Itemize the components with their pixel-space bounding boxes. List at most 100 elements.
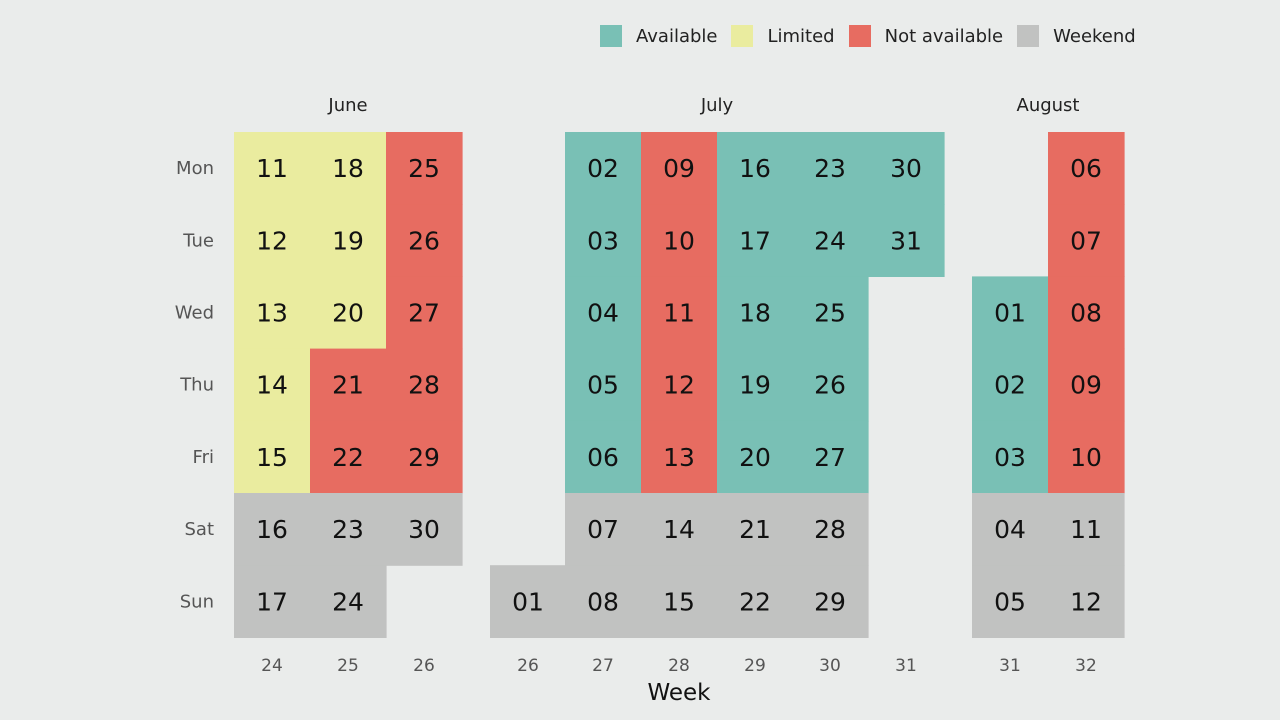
day-label-sun: Sun <box>180 591 214 612</box>
day-cell-label-july-09: 09 <box>663 154 695 183</box>
day-cell-july-03 <box>565 204 642 277</box>
day-cell-june-18 <box>310 132 387 205</box>
day-cell-june-21 <box>310 348 387 422</box>
day-cell-label-june-17: 17 <box>256 587 288 616</box>
day-cell-label-july-04: 04 <box>587 299 619 328</box>
day-cell-july-06 <box>565 420 642 494</box>
week-label: 29 <box>744 656 766 676</box>
day-cell-label-june-14: 14 <box>256 371 288 400</box>
day-cell-label-august-11: 11 <box>1070 515 1102 544</box>
week-label: 31 <box>895 656 917 676</box>
day-cell-label-june-18: 18 <box>332 154 364 183</box>
legend-label-limited: Limited <box>767 25 835 47</box>
day-cell-label-june-16: 16 <box>256 515 288 544</box>
day-cell-label-july-11: 11 <box>663 299 695 328</box>
day-cell-june-29 <box>386 420 463 494</box>
day-cell-june-25 <box>386 132 463 205</box>
day-cell-label-august-06: 06 <box>1070 154 1102 183</box>
legend-item-available: Available <box>600 25 717 47</box>
legend-item-weekend: Weekend <box>1017 25 1136 47</box>
day-cell-label-june-24: 24 <box>332 587 364 616</box>
day-cell-label-june-12: 12 <box>256 226 288 255</box>
day-cell-label-june-21: 21 <box>332 371 364 400</box>
day-cell-august-08 <box>1048 276 1125 350</box>
day-label-sat: Sat <box>184 519 214 540</box>
day-cell-july-27 <box>792 420 869 494</box>
day-cell-june-17 <box>234 565 311 638</box>
day-cell-august-12 <box>1048 565 1125 638</box>
day-cell-label-july-08: 08 <box>587 587 619 616</box>
month-labels: June July August <box>327 95 1079 116</box>
day-label-tue: Tue <box>182 230 214 251</box>
day-cell-label-july-02: 02 <box>587 154 619 183</box>
day-cell-july-10 <box>641 204 718 277</box>
day-cell-june-22 <box>310 420 387 494</box>
day-cell-label-july-28: 28 <box>814 515 846 544</box>
day-cell-label-august-12: 12 <box>1070 587 1102 616</box>
day-cell-july-08 <box>565 565 642 638</box>
day-cell-july-16 <box>717 132 794 205</box>
day-cell-label-june-13: 13 <box>256 299 288 328</box>
day-cell-label-july-12: 12 <box>663 371 695 400</box>
legend-swatch-limited <box>731 25 754 47</box>
day-cell-label-july-01: 01 <box>512 587 544 616</box>
day-cell-label-august-03: 03 <box>994 443 1026 472</box>
day-cell-label-july-23: 23 <box>814 154 846 183</box>
day-cell-july-04 <box>565 276 642 350</box>
week-label: 31 <box>999 656 1021 676</box>
day-cell-june-16 <box>234 493 311 566</box>
day-cell-july-28 <box>792 493 869 566</box>
day-cell-label-july-27: 27 <box>814 443 846 472</box>
day-cell-label-july-26: 26 <box>814 371 846 400</box>
day-cell-july-11 <box>641 276 718 350</box>
legend-label-available: Available <box>636 25 718 47</box>
day-cell-july-31 <box>868 204 945 277</box>
day-cell-label-august-08: 08 <box>1070 299 1102 328</box>
day-cell-july-24 <box>792 204 869 277</box>
x-axis-title: Week <box>647 680 711 706</box>
week-label: 27 <box>592 656 614 676</box>
calendar-cells: 11 12 13 14 15 16 17 18 19 20 21 22 23 24 25 26 27 28 29 30… <box>234 132 1125 638</box>
day-cell-july-29 <box>792 565 869 638</box>
week-label: 26 <box>413 656 435 676</box>
day-cell-july-23 <box>792 132 869 205</box>
day-cell-june-11 <box>234 132 311 205</box>
day-cell-june-13 <box>234 276 311 350</box>
day-cell-july-14 <box>641 493 718 566</box>
day-cell-label-august-02: 02 <box>994 371 1026 400</box>
day-cell-june-20 <box>310 276 387 350</box>
day-cell-june-23 <box>310 493 387 566</box>
day-cell-august-10 <box>1048 420 1125 494</box>
day-cell-august-07 <box>1048 204 1125 277</box>
day-cell-label-august-05: 05 <box>994 587 1026 616</box>
day-cell-july-02 <box>565 132 642 205</box>
day-cell-label-july-14: 14 <box>663 515 695 544</box>
day-cell-july-19 <box>717 348 794 422</box>
day-cell-july-17 <box>717 204 794 277</box>
day-cell-june-27 <box>386 276 463 350</box>
legend-label-not-available: Not available <box>884 25 1004 47</box>
day-cell-label-june-30: 30 <box>408 515 440 544</box>
day-cell-label-july-06: 06 <box>587 443 619 472</box>
day-cell-label-august-09: 09 <box>1070 371 1102 400</box>
week-label: 25 <box>337 656 359 676</box>
day-cell-label-july-31: 31 <box>890 226 922 255</box>
day-cell-label-june-15: 15 <box>256 443 288 472</box>
day-cell-label-june-20: 20 <box>332 299 364 328</box>
day-cell-june-12 <box>234 204 311 277</box>
day-cell-label-july-03: 03 <box>587 226 619 255</box>
day-cell-july-30 <box>868 132 945 205</box>
day-cell-label-july-13: 13 <box>663 443 695 472</box>
month-label-july: July <box>700 95 734 116</box>
day-cell-august-02 <box>972 348 1049 422</box>
day-cell-label-july-24: 24 <box>814 226 846 255</box>
day-cell-label-july-29: 29 <box>814 587 846 616</box>
day-cell-june-15 <box>234 420 311 494</box>
day-cell-june-26 <box>386 204 463 277</box>
day-label-fri: Fri <box>193 447 214 468</box>
day-cell-july-01 <box>490 565 567 638</box>
day-cell-label-july-21: 21 <box>739 515 771 544</box>
day-cell-july-09 <box>641 132 718 205</box>
day-cell-label-july-20: 20 <box>739 443 771 472</box>
